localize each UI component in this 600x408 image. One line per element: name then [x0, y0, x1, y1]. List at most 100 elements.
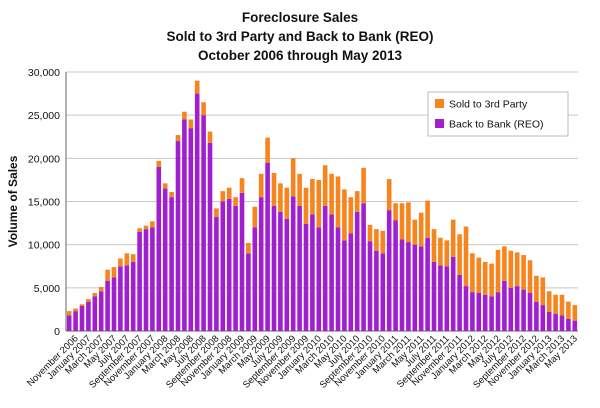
- bar-reo: [169, 197, 174, 331]
- bar-reo: [252, 227, 258, 331]
- bar-3rd-party: [412, 219, 418, 245]
- bar-3rd-party: [572, 305, 578, 321]
- bar-3rd-party: [150, 221, 155, 228]
- bar-3rd-party: [502, 246, 507, 281]
- bar-reo: [470, 292, 475, 331]
- bar-reo: [348, 233, 354, 331]
- y-tick-label: 20,000: [28, 153, 60, 165]
- bar-3rd-party: [418, 212, 424, 247]
- y-tick-label: 0: [54, 326, 60, 338]
- bar-3rd-party: [559, 294, 565, 316]
- bar-reo: [482, 294, 488, 331]
- bar-reo: [239, 192, 245, 331]
- bar-3rd-party: [361, 167, 366, 204]
- bar-3rd-party: [566, 301, 571, 319]
- bar-reo: [540, 305, 546, 331]
- bar-reo: [150, 227, 155, 331]
- bar-3rd-party: [482, 261, 488, 295]
- bar-3rd-party: [546, 291, 552, 313]
- bar-reo: [98, 291, 104, 331]
- bar-reo: [367, 241, 373, 331]
- bar-reo: [290, 196, 296, 331]
- bar-reo: [412, 244, 418, 331]
- bar-3rd-party: [73, 308, 78, 312]
- bar-reo: [162, 188, 168, 331]
- bar-reo: [386, 210, 392, 331]
- bar-3rd-party: [380, 230, 386, 254]
- bar-3rd-party: [342, 189, 347, 241]
- bar-3rd-party: [476, 257, 482, 294]
- bar-reo: [105, 280, 110, 331]
- bar-reo: [271, 205, 277, 331]
- bar-reo: [143, 229, 149, 331]
- bar-3rd-party: [79, 304, 85, 306]
- bar-3rd-party: [406, 202, 411, 243]
- bar-3rd-party: [534, 275, 539, 302]
- bar-3rd-party: [278, 183, 283, 212]
- bar-3rd-party: [444, 240, 450, 267]
- bar-3rd-party: [239, 178, 245, 193]
- bar-reo: [137, 231, 142, 331]
- bar-3rd-party: [66, 311, 72, 316]
- bar-3rd-party: [194, 80, 200, 94]
- bar-3rd-party: [450, 219, 456, 257]
- bar-reo: [79, 305, 85, 331]
- bar-3rd-party: [130, 254, 136, 262]
- bar-3rd-party: [335, 176, 341, 228]
- bar-reo: [514, 286, 520, 331]
- bar-3rd-party: [105, 269, 110, 281]
- bar-3rd-party: [431, 229, 437, 262]
- bar-reo: [380, 253, 386, 331]
- bar-reo: [521, 289, 526, 331]
- bar-reo: [297, 205, 302, 331]
- bar-3rd-party: [252, 206, 258, 228]
- bar-3rd-party: [329, 173, 334, 215]
- bar-reo: [316, 227, 322, 331]
- bar-3rd-party: [207, 131, 213, 143]
- bar-3rd-party: [233, 197, 238, 206]
- bar-reo: [220, 201, 226, 331]
- bar-reo: [572, 320, 578, 331]
- bar-3rd-party: [489, 263, 494, 297]
- bar-3rd-party: [310, 179, 315, 215]
- bar-3rd-party: [124, 253, 130, 266]
- bar-reo: [265, 162, 270, 331]
- bar-3rd-party: [201, 102, 206, 116]
- y-tick-label: 5,000: [34, 283, 60, 295]
- bar-reo: [546, 312, 552, 331]
- bar-reo: [393, 220, 398, 331]
- bar-3rd-party: [399, 203, 405, 240]
- bar-3rd-party: [265, 137, 270, 163]
- bar-reo: [175, 141, 181, 331]
- bar-reo: [495, 292, 501, 331]
- bar-3rd-party: [118, 258, 123, 267]
- bar-reo: [111, 277, 117, 331]
- bar-reo: [431, 261, 437, 331]
- bar-3rd-party: [182, 111, 187, 120]
- bar-reo: [342, 240, 347, 331]
- bar-3rd-party: [137, 228, 142, 232]
- bar-reo: [124, 265, 130, 331]
- bar-3rd-party: [553, 294, 558, 314]
- bar-3rd-party: [98, 286, 104, 292]
- bar-reo: [450, 256, 456, 331]
- bar-reo: [130, 261, 136, 331]
- bar-reo: [246, 253, 251, 331]
- bar-reo: [66, 315, 72, 331]
- bar-reo: [399, 239, 405, 331]
- bar-3rd-party: [111, 267, 117, 278]
- bar-reo: [284, 218, 290, 331]
- bar-reo: [463, 286, 469, 331]
- legend-swatch-3rd-party: [435, 99, 444, 108]
- bar-reo: [329, 214, 334, 331]
- bar-reo: [278, 211, 283, 331]
- bar-reo: [489, 296, 494, 331]
- chart-date-range: October 2006 through May 2013: [197, 48, 403, 63]
- bar-reo: [534, 301, 539, 331]
- bar-reo: [303, 223, 309, 331]
- bar-3rd-party: [527, 260, 533, 294]
- bar-reo: [361, 203, 366, 331]
- bar-reo: [425, 237, 430, 331]
- bar-3rd-party: [92, 293, 98, 297]
